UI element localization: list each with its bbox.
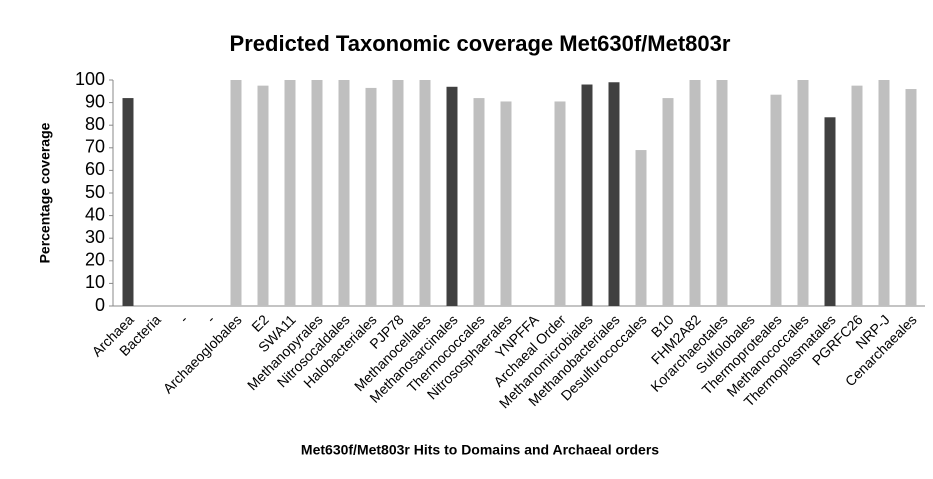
bar: [365, 87, 377, 306]
bar: [608, 82, 620, 306]
bar: [392, 80, 404, 306]
y-tick-label: 40: [85, 204, 105, 224]
bar: [230, 80, 242, 306]
bar: [284, 80, 296, 306]
x-axis-label: Met630f/Met803r Hits to Domains and Arch…: [301, 442, 659, 458]
y-tick-label: 10: [85, 272, 105, 292]
y-tick-label: 90: [85, 91, 105, 111]
bar: [122, 98, 134, 306]
bar: [500, 101, 512, 306]
y-tick-label: 0: [95, 295, 105, 315]
y-tick-label: 20: [85, 250, 105, 270]
bar: [338, 80, 350, 306]
bar: [770, 94, 782, 306]
bar: [851, 85, 863, 307]
bar: [797, 80, 809, 306]
y-tick-label: 100: [75, 69, 105, 89]
y-axis-label: Percentage coverage: [37, 122, 53, 263]
bar: [662, 98, 674, 306]
bar: [635, 150, 647, 306]
y-tick-label: 70: [85, 137, 105, 157]
bar: [473, 98, 485, 306]
bar: [581, 84, 593, 307]
y-tick-label: 80: [85, 114, 105, 134]
y-tick-label: 30: [85, 227, 105, 247]
bar: [257, 85, 269, 307]
bar: [716, 80, 728, 306]
y-tick-label: 50: [85, 182, 105, 202]
bar: [311, 80, 323, 306]
bar: [689, 80, 701, 306]
bar: [446, 86, 458, 306]
bar: [419, 80, 431, 306]
bar: [554, 101, 566, 306]
y-tick-label: 60: [85, 159, 105, 179]
bar: [878, 80, 890, 306]
bar: [905, 89, 917, 306]
bar: [824, 117, 836, 306]
chart-title: Predicted Taxonomic coverage Met630f/Met…: [230, 31, 731, 56]
